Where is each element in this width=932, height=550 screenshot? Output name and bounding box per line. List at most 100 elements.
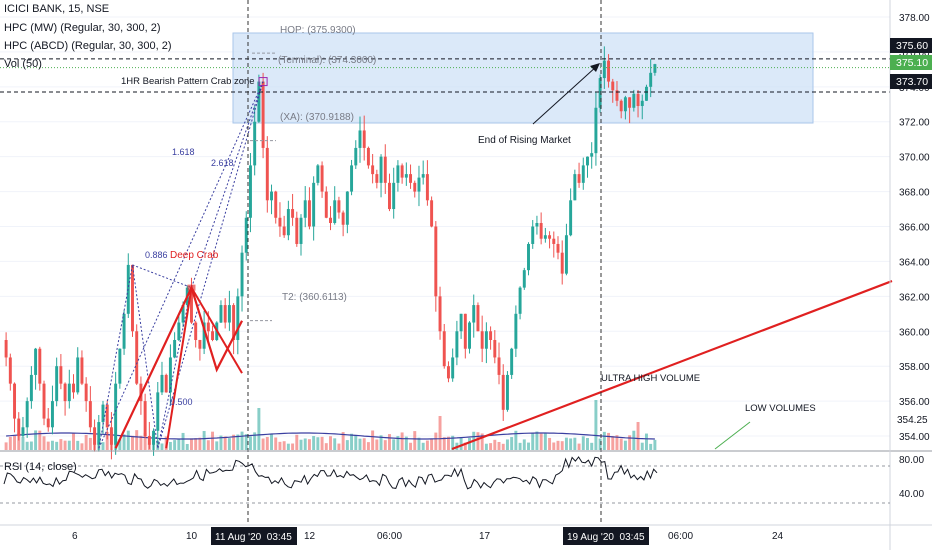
volume-bar <box>84 434 88 450</box>
volume-bar <box>501 443 505 450</box>
candle-body <box>518 287 522 314</box>
indicator-volume[interactable]: Vol (50) <box>4 58 42 70</box>
candle-body <box>152 430 156 445</box>
volume-bar <box>72 433 75 450</box>
volume-bar <box>586 437 589 450</box>
zone-label: 1HR Bearish Pattern Crab zone <box>121 76 255 87</box>
candle-body <box>590 153 594 157</box>
volume-bar <box>505 439 509 450</box>
volume-bar <box>8 436 12 450</box>
candle-body <box>602 60 606 79</box>
volume-bar <box>527 442 530 450</box>
svg-text:375.10: 375.10 <box>896 57 928 69</box>
time-label-10: 10 <box>186 531 198 542</box>
candle-body <box>67 383 71 402</box>
candle-body <box>109 427 113 445</box>
volume-bar <box>291 443 295 450</box>
volume-bar <box>569 438 573 450</box>
candle-body <box>459 313 463 332</box>
indicator-hpc-abcd[interactable]: HPC (ABCD) (Regular, 30, 300, 2) <box>4 40 172 52</box>
trend-line[interactable] <box>451 279 893 451</box>
end-rising-label: End of Rising Market <box>478 135 571 146</box>
volume-bar <box>514 430 518 450</box>
volume-bar <box>286 443 290 450</box>
volume-bar <box>379 435 383 450</box>
volume-bar <box>337 443 341 450</box>
volume-bar <box>13 435 17 450</box>
volume-axis-label: 354.25 <box>897 415 928 426</box>
candle-body <box>265 147 269 201</box>
candle-body <box>379 156 383 183</box>
volume-bar <box>299 439 303 450</box>
volume-bar <box>409 442 413 450</box>
volume-bar <box>623 440 627 450</box>
rsi-line <box>3 456 658 490</box>
volume-bar <box>63 440 67 450</box>
candle-body <box>135 331 139 384</box>
candle-body <box>404 174 408 178</box>
candle-body <box>17 418 21 437</box>
volume-bar <box>139 435 143 450</box>
crab-xd-leg <box>98 81 264 449</box>
volume-bar <box>581 436 585 450</box>
candle-body <box>371 165 375 175</box>
candle-body <box>535 223 539 227</box>
candle-body <box>257 81 261 122</box>
price-tag-last: 375.10 <box>890 55 932 70</box>
candle-body <box>388 182 391 210</box>
candle-body <box>122 313 126 349</box>
candle-body <box>160 374 164 393</box>
volume-bar <box>649 443 653 450</box>
crab-bd-leg <box>157 81 264 449</box>
volume-bar <box>417 437 421 450</box>
candle-body <box>101 404 105 423</box>
volume-bar <box>442 437 446 450</box>
candle-body <box>118 348 122 384</box>
volume-bar <box>640 442 644 450</box>
candle-body <box>227 305 231 323</box>
rsi-tick-80: 80.00 <box>899 455 924 466</box>
volume-bar <box>307 439 311 450</box>
volume-bar <box>59 439 63 450</box>
terminal-label: (Terminal): (374.3000) <box>278 55 376 66</box>
candle-body <box>291 209 295 218</box>
candle-body <box>543 235 547 239</box>
end-rising-arrowhead <box>590 63 600 72</box>
candle-body <box>173 339 177 358</box>
time-label-17: 17 <box>479 531 491 542</box>
volume-bar <box>282 441 286 450</box>
fib-2618-label: 2.618 <box>211 158 234 168</box>
volume-bar <box>518 442 522 450</box>
candle-body <box>177 322 181 340</box>
deep-crab-leg2 <box>190 287 243 374</box>
candle-body <box>644 86 648 101</box>
candle-body <box>501 374 505 410</box>
candle-body <box>421 174 425 178</box>
volume-bar <box>320 436 324 450</box>
t2-label: T2: (360.6113) <box>282 292 347 303</box>
indicator-rsi[interactable]: RSI (14, close) <box>4 461 77 473</box>
candle-body <box>623 97 627 112</box>
candle-body <box>442 331 446 367</box>
volume-bar <box>21 437 25 450</box>
candle-body <box>189 287 193 323</box>
volume-bar <box>135 430 139 450</box>
volume-bar <box>607 432 611 450</box>
price-tick-label: 370.00 <box>899 153 930 164</box>
volume-bar <box>560 441 564 450</box>
indicator-hpc-mw[interactable]: HPC (MW) (Regular, 30, 300, 2) <box>4 22 161 34</box>
volume-bar <box>253 432 257 450</box>
candle-body <box>619 100 623 112</box>
volume-bar <box>274 437 278 450</box>
candle-body <box>628 97 632 108</box>
volume-bar <box>548 437 552 450</box>
candle-body <box>354 147 358 166</box>
volume-bar <box>430 439 434 450</box>
candle-body <box>598 78 602 108</box>
candle-body <box>232 305 236 340</box>
candle-body <box>34 348 38 375</box>
candle-body <box>147 436 151 445</box>
crab-pattern-zone <box>232 32 814 124</box>
volume-bar <box>371 430 375 450</box>
